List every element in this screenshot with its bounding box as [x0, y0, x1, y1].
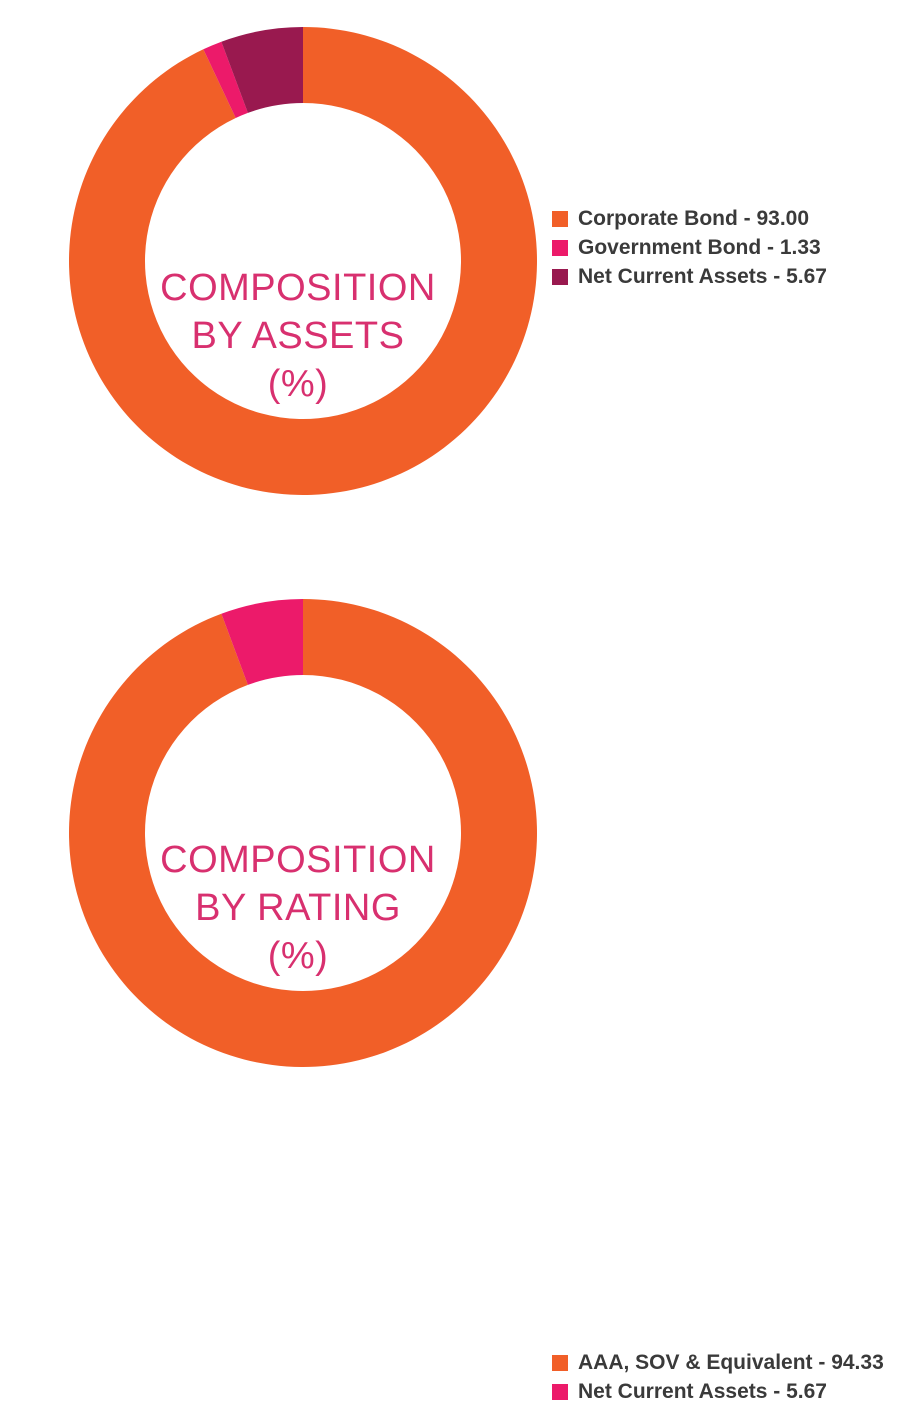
donut-slice-net-current-assets [221, 27, 303, 113]
legend-swatch [552, 1355, 568, 1371]
donut-chart-rating [69, 599, 538, 1067]
chart-title-line: BY RATING [195, 887, 401, 929]
legend-rating: AAA, SOV & Equivalent - 94.33 Net Current… [552, 1348, 892, 1406]
donut-slice-aaa-sov-equivalent [69, 599, 538, 1067]
chart-title-line: COMPOSITION [160, 267, 436, 309]
legend-label: AAA, SOV & Equivalent - 94.33 [578, 1351, 884, 1374]
legend-label: Government Bond - 1.33 [578, 236, 821, 259]
chart-title-line: (%) [267, 935, 329, 977]
legend-label: Net Current Assets - 5.67 [578, 265, 827, 288]
donut-slice-net-current-assets [221, 599, 303, 685]
chart-title-line: COMPOSITION [160, 839, 436, 881]
legend-swatch [552, 1384, 568, 1400]
donut-slice-government-bond [203, 41, 248, 119]
donut-slice-corporate-bond [68, 27, 537, 495]
chart-title-line: (%) [267, 363, 329, 405]
legend-label: Net Current Assets - 5.67 [578, 1380, 827, 1403]
legend-item: AAA, SOV & Equivalent - 94.33 [552, 1348, 892, 1377]
legend-swatch [552, 240, 568, 256]
legend-swatch [552, 269, 568, 285]
legend-label: Corporate Bond - 93.00 [578, 207, 810, 230]
chart-composition-by-assets: Corporate Bond - 93.00 Government Bond - … [0, 0, 904, 520]
legend-swatch [552, 211, 568, 227]
chart-title-rating: COMPOSITION BY RATING (%) [128, 836, 468, 980]
chart-title-assets: COMPOSITION BY ASSETS (%) [128, 264, 468, 408]
legend-item: Net Current Assets - 5.67 [552, 262, 892, 291]
legend-item: Corporate Bond - 93.00 [552, 204, 892, 233]
legend-item: Net Current Assets - 5.67 [552, 1377, 892, 1406]
chart-composition-by-rating: AAA, SOV & Equivalent - 94.33 Net Current… [0, 572, 904, 1403]
chart-title-line: BY ASSETS [191, 315, 405, 357]
legend-assets: Corporate Bond - 93.00 Government Bond - … [552, 204, 892, 291]
donut-chart-assets [68, 27, 537, 495]
legend-item: Government Bond - 1.33 [552, 233, 892, 262]
